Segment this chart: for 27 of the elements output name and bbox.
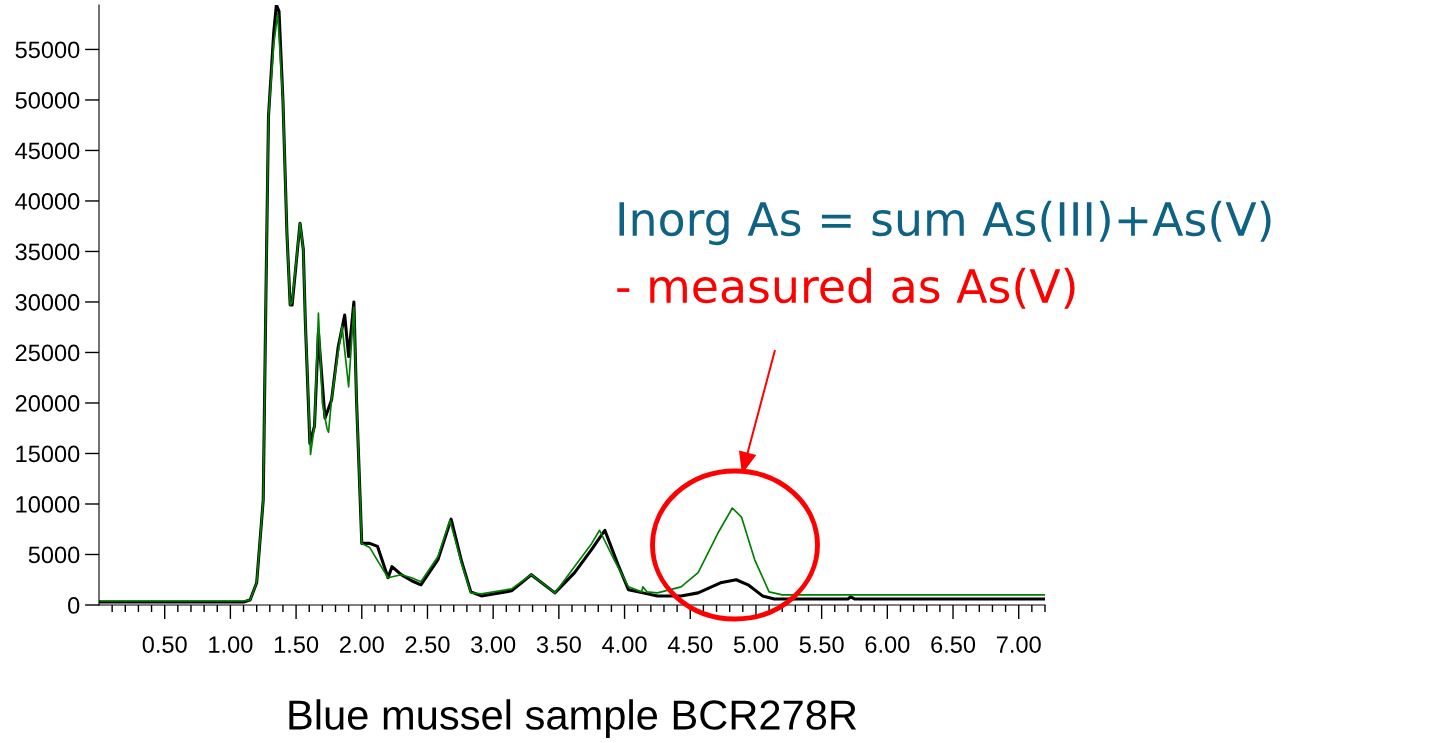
x-tick-label: 2.50: [405, 636, 450, 653]
y-tick-label: 5000: [28, 546, 80, 564]
x-tick-label: 5.50: [799, 636, 844, 653]
y-tick-label: 55000: [15, 41, 80, 59]
y-tick-label: 45000: [15, 142, 80, 160]
y-tick-label: 10000: [16, 496, 80, 513]
x-tick-label: 3.50: [536, 636, 581, 653]
y-tick-label: 35000: [15, 243, 80, 261]
x-tick-label: 1.50: [274, 636, 319, 653]
y-tick-label: 30000: [15, 294, 80, 311]
x-tick-label: 0.50: [142, 636, 187, 653]
x-tick-label: 1.00: [209, 636, 253, 653]
x-tick-label: 4.50: [667, 636, 713, 653]
y-tick-label: 25000: [15, 344, 80, 362]
x-tick-label: 3.00: [471, 636, 516, 653]
y-tick-label: 50000: [15, 92, 80, 109]
y-tick-label: 15000: [16, 445, 80, 463]
x-tick-label: 6.00: [865, 636, 910, 653]
y-tick-label: 40000: [15, 193, 80, 210]
x-tick-label: 5.00: [733, 636, 778, 653]
x-tick-label: 6.50: [931, 636, 976, 653]
y-tick-label: 0: [68, 597, 80, 614]
x-tick-label: 4.00: [602, 636, 647, 653]
x-tick-label: 7.00: [996, 636, 1041, 653]
x-tick-label: 2.00: [339, 636, 384, 653]
y-tick-label: 20000: [15, 395, 80, 412]
x-axis-title: Blue mussel sample BCR278R: [289, 699, 857, 739]
